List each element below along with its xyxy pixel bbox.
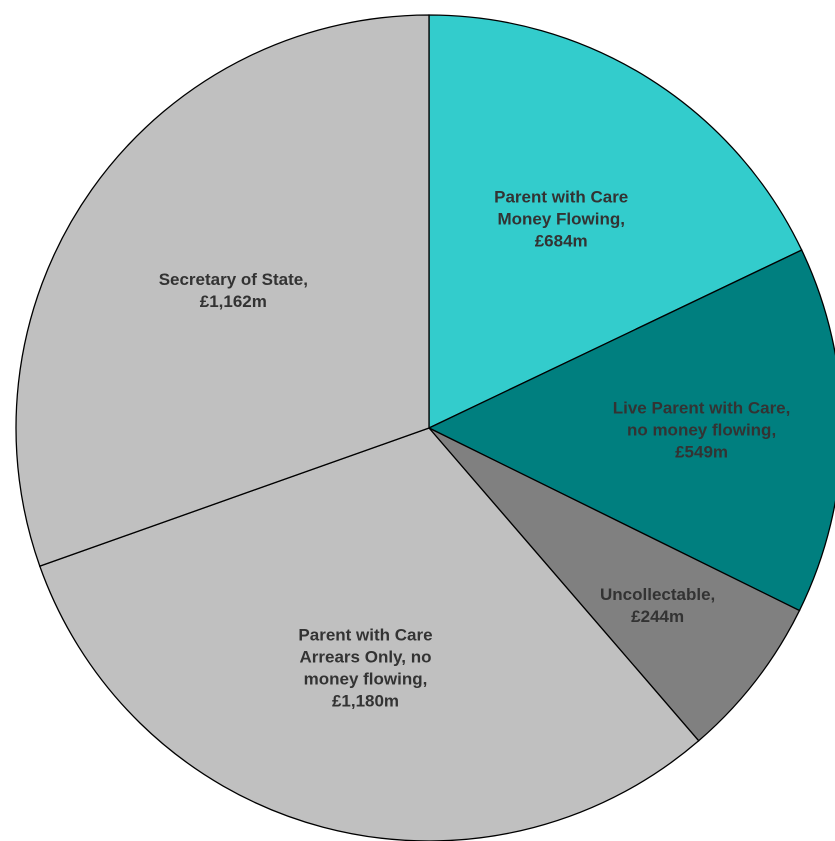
- slice-label-line: Parent with Care: [494, 187, 628, 206]
- slice-label-line: £684m: [535, 231, 588, 250]
- slice-label-parent-with-care-arrears-only-no-money-flowing: Parent with Care Arrears Only, no money fl…: [298, 626, 432, 711]
- pie-slice-parent-with-care-arrears-only-no-money-flowing: [38, 427, 700, 841]
- slice-label-line: Uncollectable,: [600, 585, 715, 604]
- slice-label-line: Secretary of State,: [159, 270, 308, 289]
- slice-label-line: money flowing,: [304, 670, 428, 689]
- slice-label-line: Money Flowing,: [497, 209, 625, 228]
- slices-layer: [15, 14, 835, 841]
- slice-label-line: Parent with Care: [298, 626, 432, 645]
- slice-label-parent-with-care-money-flowing: Parent with Care Money Flowing, £684m: [494, 187, 628, 250]
- slice-label-line: £1,180m: [332, 692, 399, 711]
- slice-label-line: Arrears Only, no: [300, 648, 432, 667]
- labels-layer: Parent with Care Money Flowing, £684m Live …: [159, 187, 791, 710]
- slice-label-line: no money flowing,: [627, 421, 776, 440]
- slice-label-line: Live Parent with Care,: [613, 399, 791, 418]
- pie-slice-uncollectable: [428, 427, 801, 742]
- pie-slice-live-parent-with-care-no-money-flowing: [427, 249, 835, 612]
- pie-slice-secretary-of-state: [15, 14, 430, 567]
- slice-label-secretary-of-state: Secretary of State, £1,162m: [159, 270, 308, 311]
- slice-label-uncollectable: Uncollectable, £244m: [600, 585, 715, 626]
- slice-label-line: £1,162m: [200, 292, 267, 311]
- slice-label-live-parent-with-care-no-money-flowing: Live Parent with Care, no money flowing, £…: [613, 399, 791, 462]
- slice-label-line: £549m: [675, 443, 728, 462]
- pie-slice-parent-with-care-money-flowing: [428, 14, 803, 430]
- slice-label-line: £244m: [631, 607, 684, 626]
